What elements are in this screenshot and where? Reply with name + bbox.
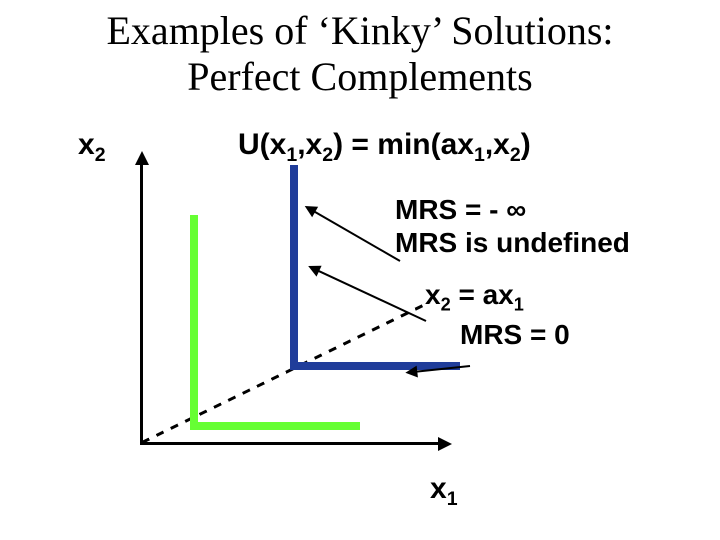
slide-title: Examples of ‘Kinky’ Solutions: Perfect C… xyxy=(0,8,720,100)
arrowhead-icon xyxy=(405,366,418,379)
y-axis xyxy=(140,155,143,445)
title-line-1: Examples of ‘Kinky’ Solutions: xyxy=(107,8,614,53)
indiff-curve-low-horizontal xyxy=(190,422,360,430)
annot-mrs-undefined: MRS is undefined xyxy=(395,228,630,259)
title-line-2: Perfect Complements xyxy=(187,54,532,99)
indiff-curve-low-vertical xyxy=(190,215,198,430)
annot-mrs-zero: MRS = 0 xyxy=(460,320,570,351)
annot-mrs-neg-inf: MRS = - ∞ xyxy=(395,195,526,226)
y-axis-label: x2 xyxy=(78,128,106,167)
y-axis-arrow-icon xyxy=(135,151,149,165)
x-axis-arrow-icon xyxy=(438,437,452,451)
x-axis-label: x1 xyxy=(430,472,458,511)
x-axis xyxy=(140,442,440,445)
slide: Examples of ‘Kinky’ Solutions: Perfect C… xyxy=(0,0,720,540)
annot-ray-equation: x2 = ax1 xyxy=(425,280,524,315)
indiff-curve-high-vertical xyxy=(290,165,298,370)
